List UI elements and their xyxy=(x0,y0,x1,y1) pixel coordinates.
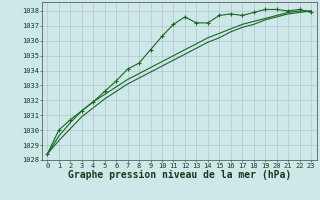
X-axis label: Graphe pression niveau de la mer (hPa): Graphe pression niveau de la mer (hPa) xyxy=(68,170,291,180)
